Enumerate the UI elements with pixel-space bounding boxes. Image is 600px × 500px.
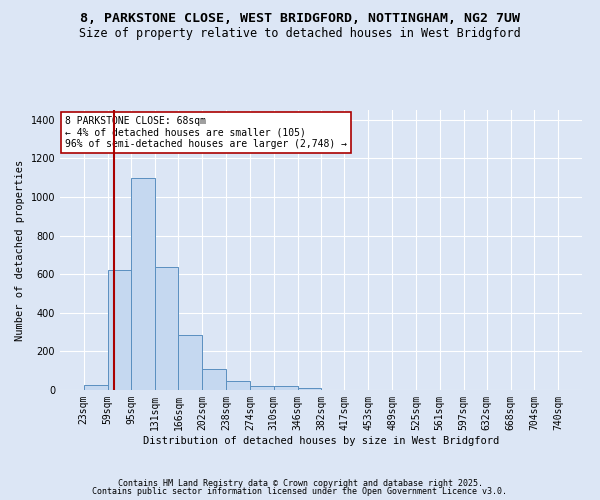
Bar	[178, 335, 202, 390]
Bar	[107, 270, 131, 390]
Text: Contains HM Land Registry data © Crown copyright and database right 2025.: Contains HM Land Registry data © Crown c…	[118, 478, 482, 488]
X-axis label: Distribution of detached houses by size in West Bridgford: Distribution of detached houses by size …	[143, 436, 499, 446]
Bar	[131, 178, 155, 390]
Bar	[155, 268, 178, 390]
Bar	[84, 385, 107, 390]
Text: Size of property relative to detached houses in West Bridgford: Size of property relative to detached ho…	[79, 28, 521, 40]
Text: 8, PARKSTONE CLOSE, WEST BRIDGFORD, NOTTINGHAM, NG2 7UW: 8, PARKSTONE CLOSE, WEST BRIDGFORD, NOTT…	[80, 12, 520, 26]
Text: 8 PARKSTONE CLOSE: 68sqm
← 4% of detached houses are smaller (105)
96% of semi-d: 8 PARKSTONE CLOSE: 68sqm ← 4% of detache…	[65, 116, 347, 149]
Bar	[250, 386, 274, 390]
Bar	[298, 388, 322, 390]
Bar	[274, 386, 298, 390]
Text: Contains public sector information licensed under the Open Government Licence v3: Contains public sector information licen…	[92, 487, 508, 496]
Y-axis label: Number of detached properties: Number of detached properties	[15, 160, 25, 340]
Bar	[202, 369, 226, 390]
Bar	[226, 382, 250, 390]
